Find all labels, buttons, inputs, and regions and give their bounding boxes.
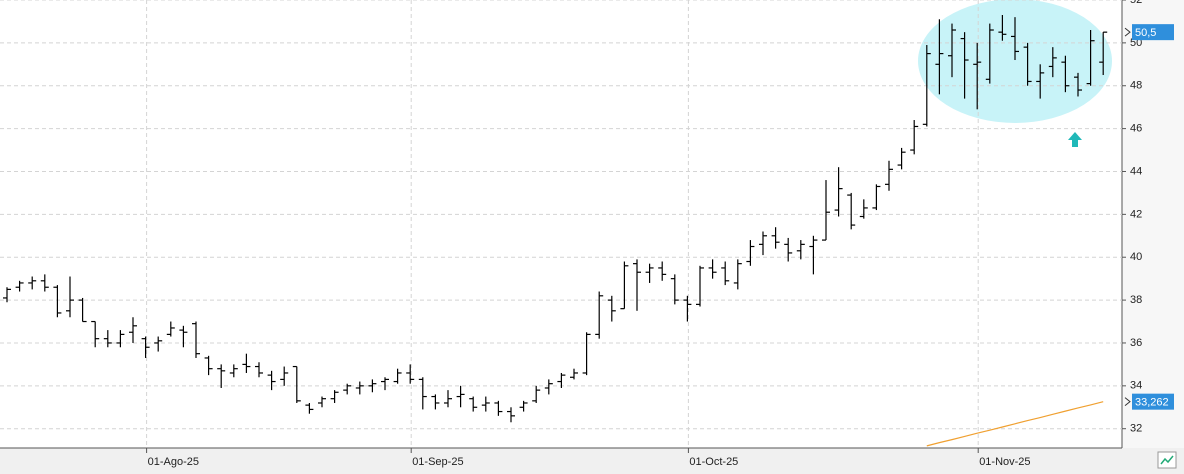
x-tick-label: 01-Sep-25 xyxy=(412,456,463,468)
value-marker-label: 33,262 xyxy=(1135,397,1169,409)
marker-pointer xyxy=(1124,27,1131,37)
y-tick-label: 46 xyxy=(1130,123,1142,135)
x-tick-label: 01-Nov-25 xyxy=(979,456,1030,468)
value-marker xyxy=(1132,24,1174,41)
marker-pointer xyxy=(1124,397,1131,407)
plot xyxy=(0,0,1122,448)
y-tick-label: 32 xyxy=(1130,423,1142,435)
y-tick-label: 44 xyxy=(1130,165,1142,177)
y-tick-label: 52 xyxy=(1130,0,1142,6)
y-tick-label: 34 xyxy=(1130,380,1142,392)
y-tick-label: 38 xyxy=(1130,294,1142,306)
up-arrow xyxy=(1068,132,1082,147)
y-axis-band xyxy=(1122,0,1184,448)
y-tick-label: 42 xyxy=(1130,208,1142,220)
value-marker-label: 50,5 xyxy=(1135,27,1156,39)
moving-average xyxy=(926,401,1104,447)
x-axis-band xyxy=(0,448,1184,474)
y-tick-label: 40 xyxy=(1130,251,1142,263)
icon-glyph xyxy=(1160,455,1174,465)
highlight-ellipse xyxy=(918,0,1112,123)
x-tick-label: 01-Oct-25 xyxy=(689,456,738,468)
y-tick-label: 48 xyxy=(1130,80,1142,92)
x-tick-label: 01-Ago-25 xyxy=(148,456,199,468)
value-marker xyxy=(1132,393,1174,410)
y-tick-label: 36 xyxy=(1130,337,1142,349)
